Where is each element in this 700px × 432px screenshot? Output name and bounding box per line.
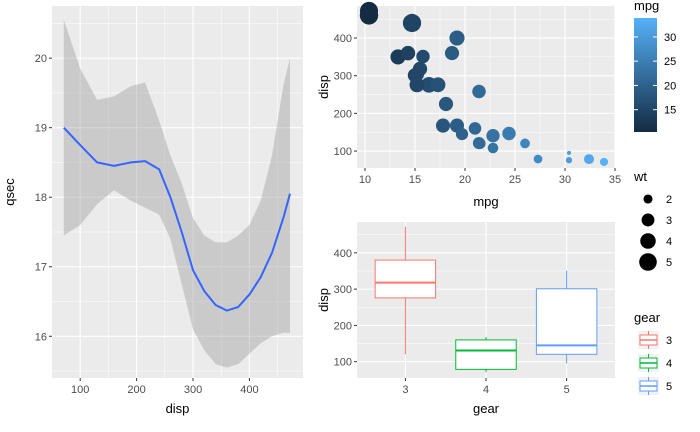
scatter-y-tick-label: 200: [334, 108, 352, 120]
loess-x-tick-label: 100: [71, 384, 89, 396]
wt-legend-label: 4: [666, 236, 672, 248]
loess-panel: 100 200 300 400 16 17 18 19 20 disp qsec: [2, 6, 303, 416]
mpg-legend-label: 25: [664, 56, 676, 68]
box-gear-5: [535, 288, 598, 355]
scatter-point: [583, 154, 595, 165]
wt-legend-title: wt: [633, 169, 647, 184]
box-x-tick-label: 3: [402, 384, 408, 396]
scatter-point: [469, 122, 481, 135]
loess-line: [63, 127, 291, 312]
wt-legend-key: [640, 233, 656, 249]
box-x-tick-label: 4: [483, 384, 489, 396]
loess-y-tick-label: 20: [35, 53, 47, 65]
scatter-y-axis-title: disp: [316, 75, 331, 99]
scatter-point: [449, 30, 465, 46]
confidence-band: [63, 19, 290, 368]
scatter-point: [599, 157, 609, 166]
scatter-point: [487, 142, 499, 154]
wt-legend-label: 3: [666, 215, 672, 227]
box-x-axis-title: gear: [473, 401, 500, 416]
scatter-point: [474, 137, 486, 150]
scatter-point: [400, 45, 416, 61]
loess-x-tick-label: 300: [184, 384, 202, 396]
wt-legend-key: [639, 253, 657, 271]
gear-legend-label: 5: [666, 381, 672, 393]
box-y-tick-label: 100: [334, 357, 352, 369]
scatter-panel: 10 15 20 25 30 35 100 200 300 400 mpg disp: [316, 1, 621, 209]
box-y-tick-label: 400: [334, 248, 352, 260]
scatter-panel-background: [357, 6, 615, 168]
gear-legend: gear 3 4 5: [634, 310, 672, 395]
scatter-point: [409, 67, 425, 82]
loess-y-tick-label: 16: [35, 331, 47, 343]
box-y-tick-label: 300: [334, 284, 352, 296]
scatter-x-tick-label: 25: [509, 174, 521, 186]
scatter-point: [455, 128, 469, 141]
scatter-point: [502, 126, 516, 141]
box-y-tick-label: 200: [334, 320, 352, 332]
scatter-point: [438, 96, 454, 112]
loess-x-tick-label: 400: [240, 384, 258, 396]
gear-legend-label: 4: [666, 358, 672, 370]
box-y-axis-title: disp: [316, 288, 331, 312]
scatter-x-tick-label: 15: [409, 174, 421, 186]
mpg-legend-label: 30: [664, 32, 676, 44]
mpg-legend-label: 20: [664, 80, 676, 92]
scatter-point: [520, 138, 530, 149]
scatter-point: [430, 77, 446, 93]
gear-legend-title: gear: [634, 310, 661, 325]
scatter-point: [567, 150, 571, 155]
scatter-y-tick-label: 400: [334, 33, 352, 45]
scatter-y-tick-label: 300: [334, 71, 352, 83]
mpg-colorbar: [634, 18, 657, 132]
scatter-point: [416, 49, 430, 64]
loess-x-axis-title: disp: [166, 401, 190, 416]
scatter-point: [402, 13, 422, 33]
scatter-point: [486, 129, 500, 143]
loess-y-tick-label: 17: [35, 262, 47, 274]
wt-legend-key: [643, 194, 653, 204]
scatter-y-tick-label: 100: [334, 146, 352, 158]
wt-legend-key: [641, 213, 655, 227]
box-gear-3: [374, 259, 437, 299]
loess-x-tick-label: 200: [127, 384, 145, 396]
gear-legend-label: 3: [666, 335, 672, 347]
loess-y-tick-label: 18: [35, 192, 47, 204]
scatter-point: [444, 46, 460, 61]
loess-y-axis-title: qsec: [2, 178, 17, 206]
wt-legend: wt 2 3 4 5: [633, 169, 672, 271]
scatter-point: [359, 1, 379, 20]
loess-y-tick-label: 19: [35, 123, 47, 135]
box-gear-4: [455, 339, 517, 370]
wt-legend-label: 2: [666, 194, 672, 206]
mpg-legend-label: 15: [664, 105, 676, 117]
loess-panel-background: [52, 6, 303, 378]
scatter-x-tick-label: 35: [609, 174, 621, 186]
scatter-x-tick-label: 30: [559, 174, 571, 186]
box-panel: 3 4 5 100 200 300 400 gear disp: [316, 222, 615, 416]
mpg-legend: mpg 15 20 25 30: [634, 0, 676, 132]
scatter-point: [533, 154, 543, 164]
wt-legend-label: 5: [666, 257, 672, 269]
scatter-point: [435, 118, 451, 133]
box-x-tick-label: 5: [564, 384, 570, 396]
scatter-point: [472, 84, 486, 99]
mpg-legend-title: mpg: [634, 0, 659, 13]
scatter-x-tick-label: 10: [359, 174, 371, 186]
scatter-x-axis-title: mpg: [473, 194, 498, 209]
scatter-x-tick-label: 20: [459, 174, 471, 186]
scatter-point: [565, 157, 573, 164]
